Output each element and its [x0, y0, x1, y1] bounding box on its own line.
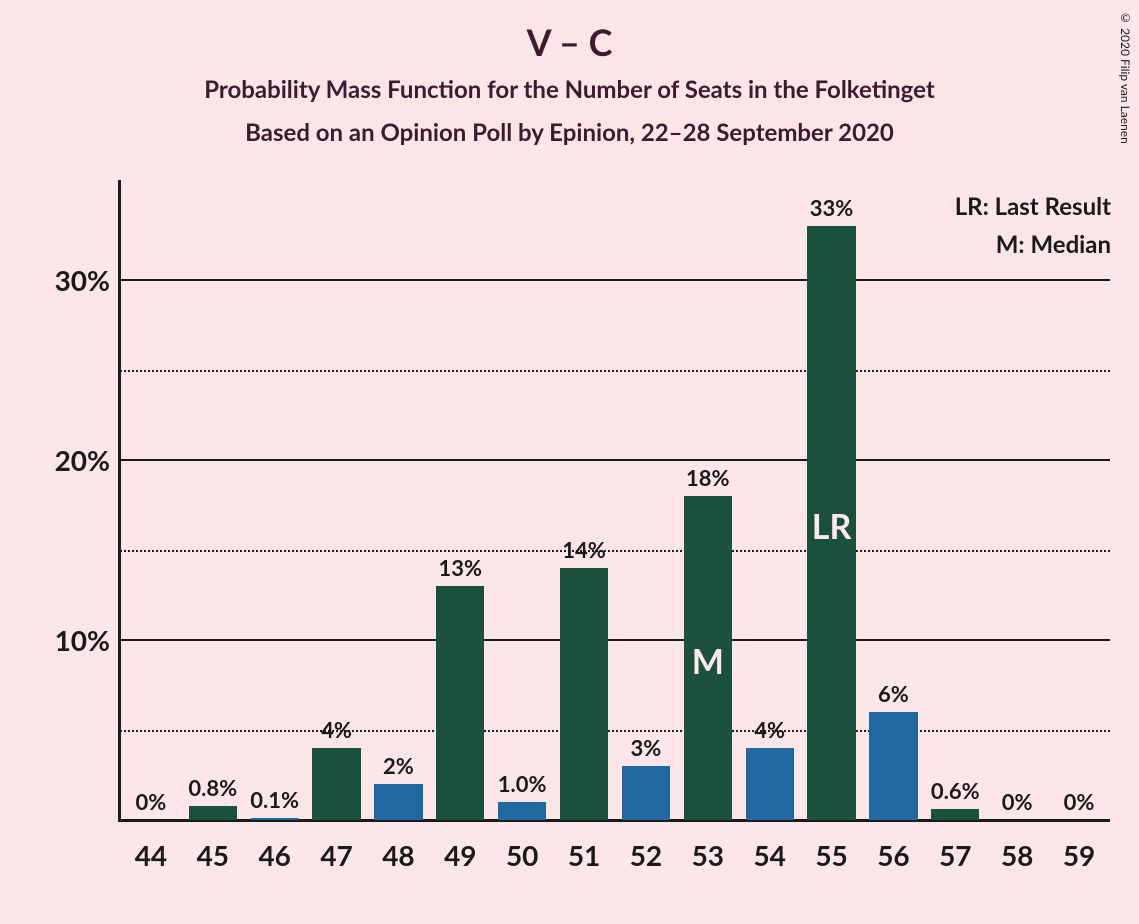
y-tick-label: 20%: [20, 443, 110, 477]
x-tick-label: 58: [986, 838, 1048, 872]
bar: [622, 766, 670, 820]
x-tick-label: 49: [429, 838, 491, 872]
x-tick-label: 46: [244, 838, 306, 872]
copyright-text: © 2020 Filip van Laenen: [1118, 10, 1133, 144]
y-tick-label: 10%: [20, 623, 110, 657]
bar: [746, 748, 794, 820]
bar-value-label: 13%: [425, 554, 495, 581]
bar-value-label: 33%: [797, 194, 867, 221]
grid-major: [120, 279, 1110, 281]
grid-minor: [120, 370, 1110, 372]
x-tick-label: 56: [863, 838, 925, 872]
chart-subtitle-1: Probability Mass Function for the Number…: [0, 75, 1139, 104]
bar-value-label: 0%: [1044, 788, 1114, 815]
bar-value-label: 0.1%: [240, 786, 310, 813]
x-tick-label: 51: [553, 838, 615, 872]
bar: [374, 784, 422, 820]
bar-value-label: 18%: [673, 464, 743, 491]
median-marker: M: [684, 641, 732, 682]
bar-value-label: 14%: [549, 536, 619, 563]
bar-value-label: 3%: [611, 734, 681, 761]
bar: [436, 586, 484, 820]
bar: [251, 818, 299, 820]
x-tick-label: 45: [182, 838, 244, 872]
bar-chart: 10%20%30%4445464748495051525354555657585…: [120, 190, 1110, 820]
x-tick-label: 48: [368, 838, 430, 872]
bar-value-label: 0%: [982, 788, 1052, 815]
bar-value-label: 1.0%: [487, 770, 557, 797]
bar-value-label: 6%: [859, 680, 929, 707]
bar-value-label: 0.8%: [178, 774, 248, 801]
x-tick-label: 59: [1048, 838, 1110, 872]
bar: [312, 748, 360, 820]
bar-value-label: 2%: [364, 752, 434, 779]
grid-minor: [120, 730, 1110, 732]
x-tick-label: 57: [924, 838, 986, 872]
bar: [498, 802, 546, 820]
bar: [869, 712, 917, 820]
bar-value-label: 0.6%: [920, 777, 990, 804]
chart-title-main: V – C: [0, 20, 1139, 64]
bar-value-label: 0%: [116, 788, 186, 815]
x-tick-label: 55: [801, 838, 863, 872]
x-tick-label: 53: [677, 838, 739, 872]
bar-value-label: 4%: [735, 716, 805, 743]
x-tick-label: 47: [306, 838, 368, 872]
grid-major: [120, 639, 1110, 641]
grid-major: [120, 459, 1110, 461]
last-result-marker: LR: [807, 506, 855, 547]
x-tick-label: 50: [491, 838, 553, 872]
y-axis: [118, 180, 121, 820]
bar: [189, 806, 237, 820]
bar-value-label: 4%: [302, 716, 372, 743]
bar: [931, 809, 979, 820]
chart-subtitle-2: Based on an Opinion Poll by Epinion, 22–…: [0, 118, 1139, 147]
bar: [560, 568, 608, 820]
x-tick-label: 44: [120, 838, 182, 872]
x-tick-label: 52: [615, 838, 677, 872]
y-tick-label: 30%: [20, 263, 110, 297]
x-tick-label: 54: [739, 838, 801, 872]
